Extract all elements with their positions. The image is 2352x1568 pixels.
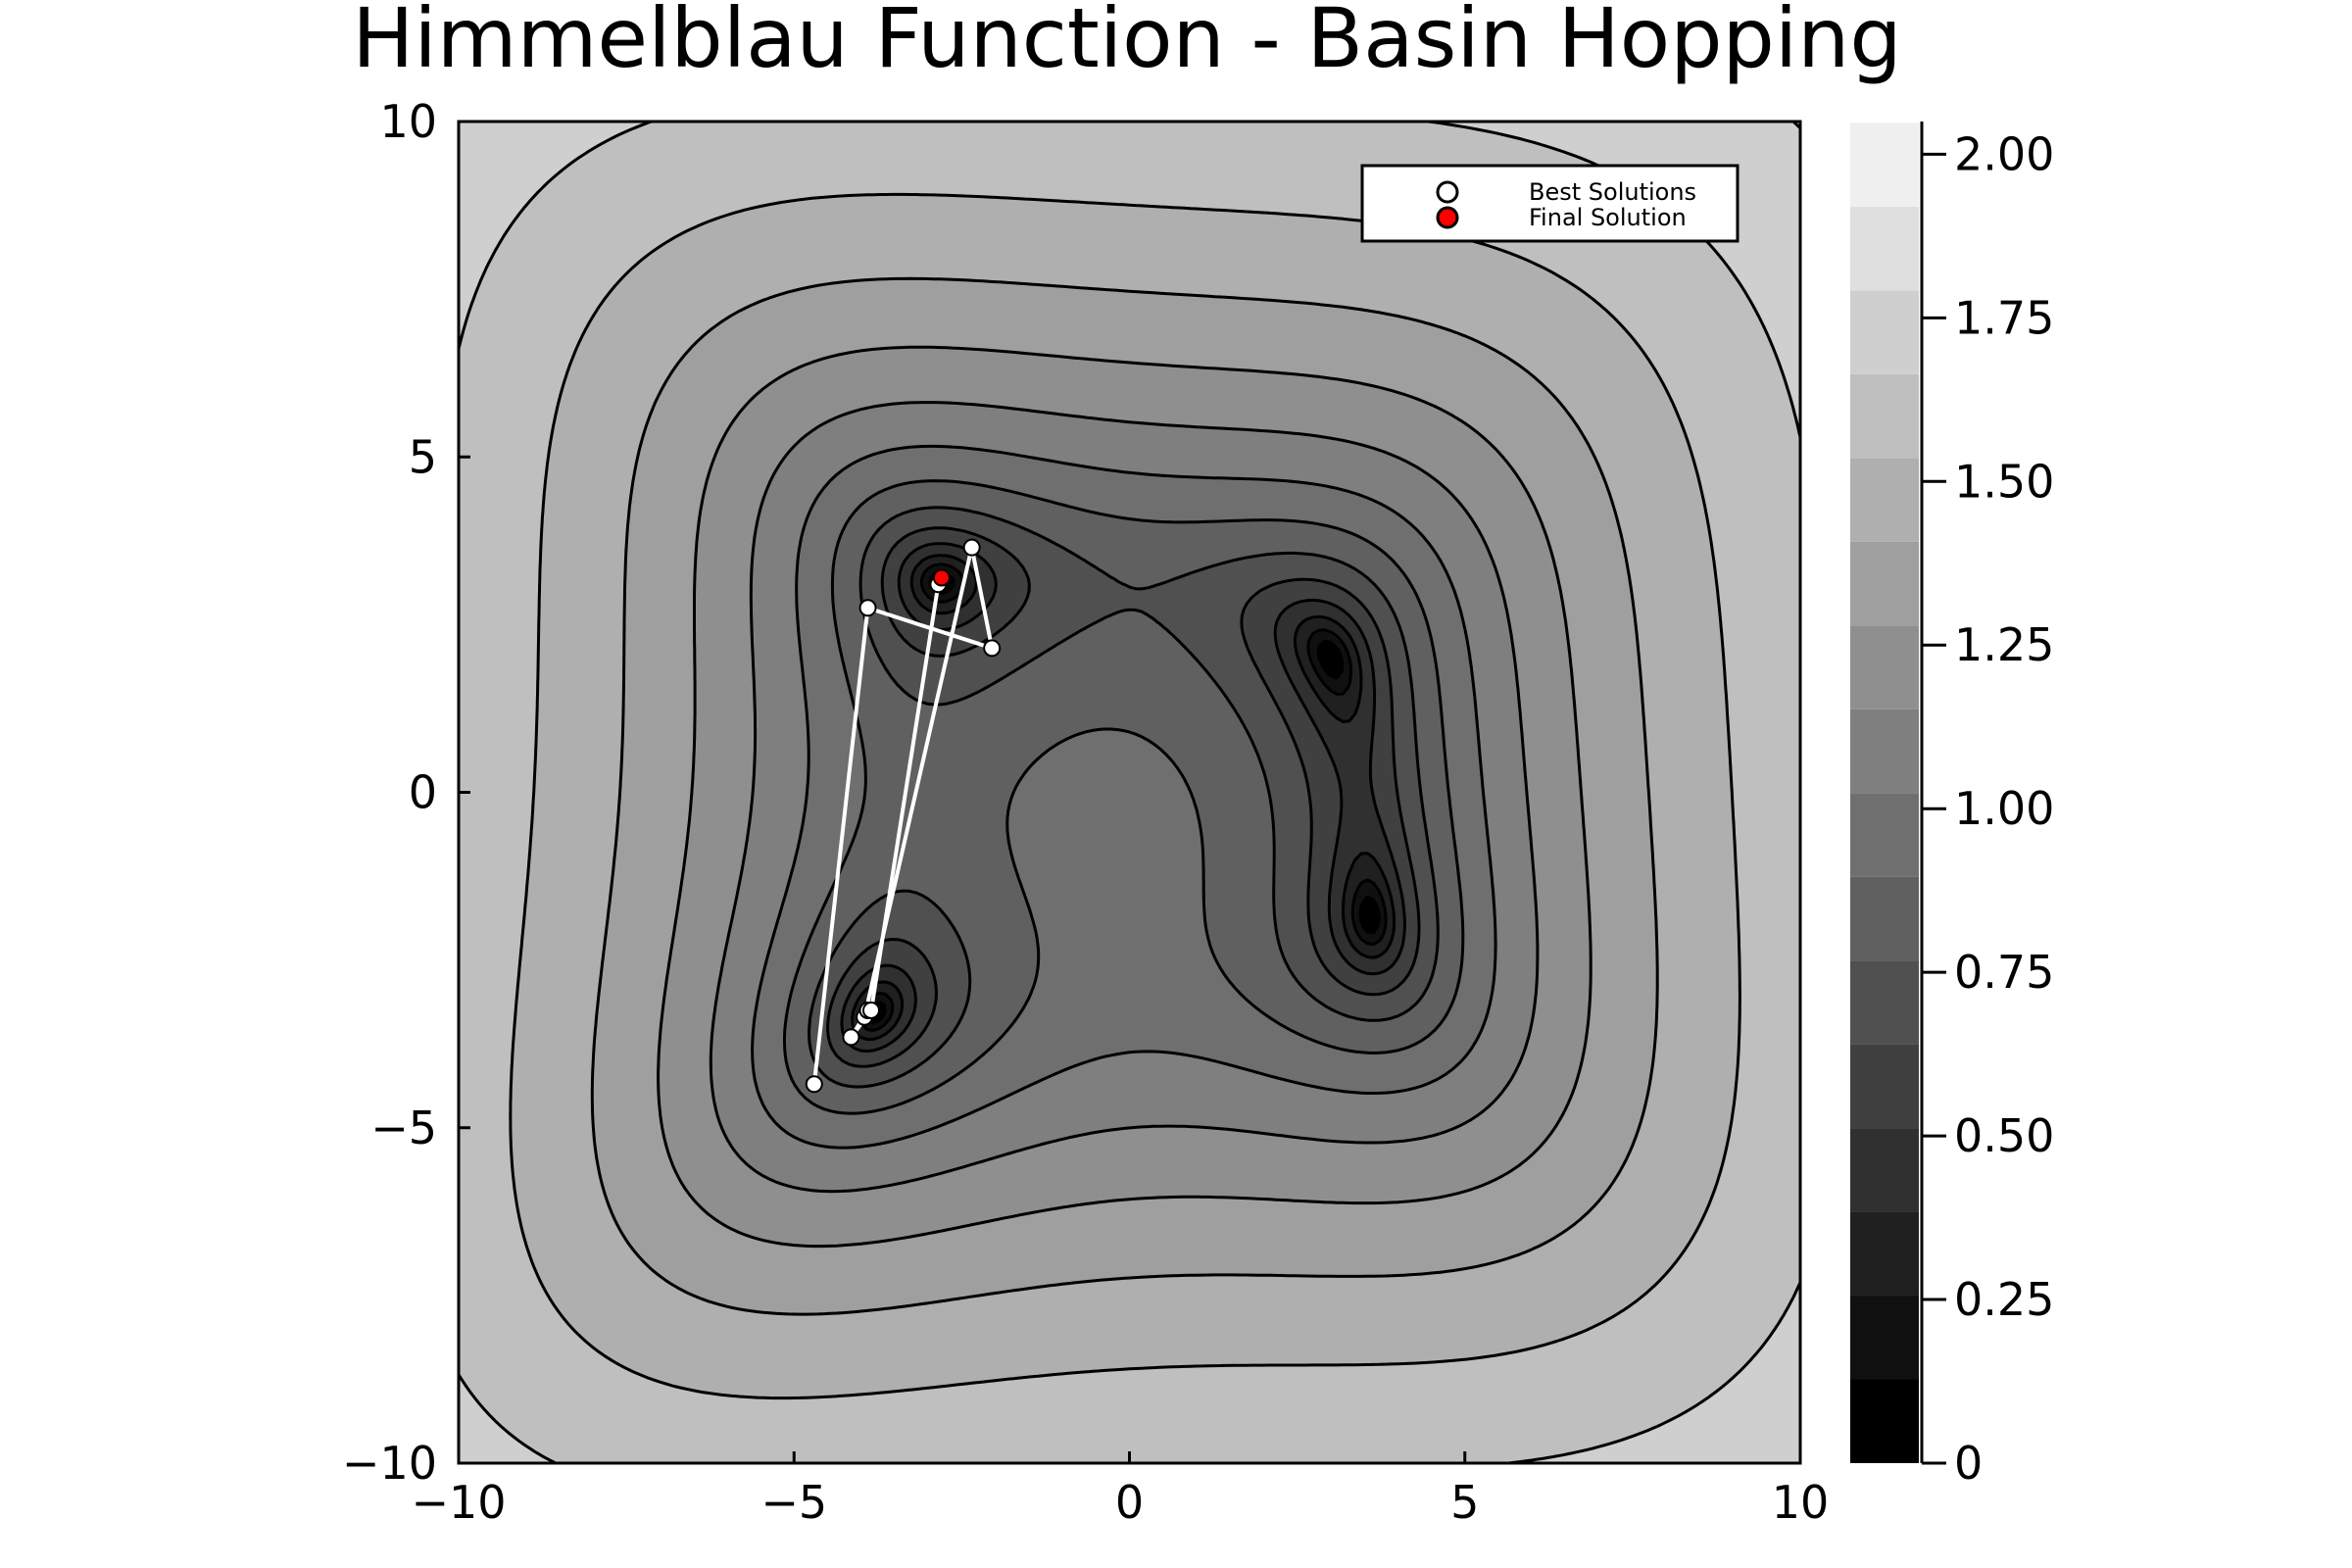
best-solution-point xyxy=(842,1028,860,1047)
series-layer xyxy=(805,538,1002,1094)
contour-line xyxy=(851,554,1396,1042)
x-axis: −10 −5 0 5 10 xyxy=(411,1451,1829,1529)
colorbar-band xyxy=(1850,373,1919,459)
colorbar-tick-label: 1.75 xyxy=(1954,291,2054,344)
colorbar-band xyxy=(1850,1296,1919,1380)
y-tick-label: 5 xyxy=(409,430,437,483)
legend-marker xyxy=(1436,180,1459,204)
legend-marker xyxy=(1436,206,1459,229)
contour-line xyxy=(826,526,1421,1068)
y-tick-label: −5 xyxy=(370,1102,437,1154)
contour-line xyxy=(590,276,1659,1316)
best-solution-point xyxy=(861,1001,880,1019)
legend-box xyxy=(1360,164,1740,243)
colorbar-band xyxy=(1850,122,1919,207)
x-tick-label: 0 xyxy=(1115,1476,1144,1529)
colorbar-band xyxy=(1850,793,1919,877)
y-tick-label: 0 xyxy=(409,766,437,819)
contour-line xyxy=(657,345,1592,1249)
colorbar-band xyxy=(1850,1128,1919,1212)
colorbar-tick-label: 0.75 xyxy=(1954,946,2054,999)
x-tick-label: 5 xyxy=(1450,1476,1479,1529)
colorbar-band xyxy=(1850,290,1919,374)
y-tick-label: 10 xyxy=(379,95,437,148)
colorbar-tick-label: 2.00 xyxy=(1954,127,2054,180)
colorbar: 0 0.25 0.50 0.75 1.00 1.25 1.50 1.75 2.00 xyxy=(1850,122,2054,1490)
legend-label: Final Solution xyxy=(1529,204,1687,231)
chart-title: Himmelblau Function - Basin Hopping xyxy=(352,0,1901,86)
y-tick-label: −10 xyxy=(342,1437,437,1490)
colorbar-band xyxy=(1850,625,1919,710)
y-axis: −10 −5 0 5 10 xyxy=(342,95,470,1490)
best-solution-point xyxy=(805,1075,823,1094)
colorbar-band xyxy=(1850,1044,1919,1129)
final-solution-point xyxy=(932,568,951,587)
contour-line xyxy=(709,401,1540,1194)
colorbar-tick-label: 0.25 xyxy=(1954,1273,2054,1326)
colorbar-tick-label: 1.25 xyxy=(1954,618,2054,671)
colorbar-band xyxy=(1850,541,1919,626)
contour-line xyxy=(509,192,1741,1400)
contour-line xyxy=(840,542,1406,1054)
contour-fill xyxy=(459,122,1800,1463)
colorbar-tick-label: 1.00 xyxy=(1954,782,2054,835)
contour-line xyxy=(783,479,1465,1115)
legend-label: Best Solutions xyxy=(1529,178,1696,206)
colorbar-band xyxy=(1850,1211,1919,1297)
colorbar-band xyxy=(1850,206,1919,291)
x-tick-label: −10 xyxy=(411,1476,506,1529)
colorbar-tick-label: 0 xyxy=(1954,1437,1983,1490)
best-solution-point xyxy=(858,599,877,617)
x-tick-label: −5 xyxy=(760,1476,827,1529)
colorbar-band xyxy=(1850,876,1919,961)
colorbar-band xyxy=(1850,458,1919,542)
best-solution-point xyxy=(962,538,981,557)
contour-lines xyxy=(459,122,1800,1463)
colorbar-band xyxy=(1850,1379,1919,1463)
best-solution-point xyxy=(983,639,1002,658)
contour-line xyxy=(751,444,1497,1150)
plot-area xyxy=(459,122,1800,1463)
colorbar-tick-label: 0.50 xyxy=(1954,1109,2054,1162)
x-tick-label: 10 xyxy=(1772,1476,1830,1529)
colorbar-band xyxy=(1850,709,1919,794)
colorbar-tick-label: 1.50 xyxy=(1954,455,2054,508)
colorbar-band xyxy=(1850,960,1919,1045)
